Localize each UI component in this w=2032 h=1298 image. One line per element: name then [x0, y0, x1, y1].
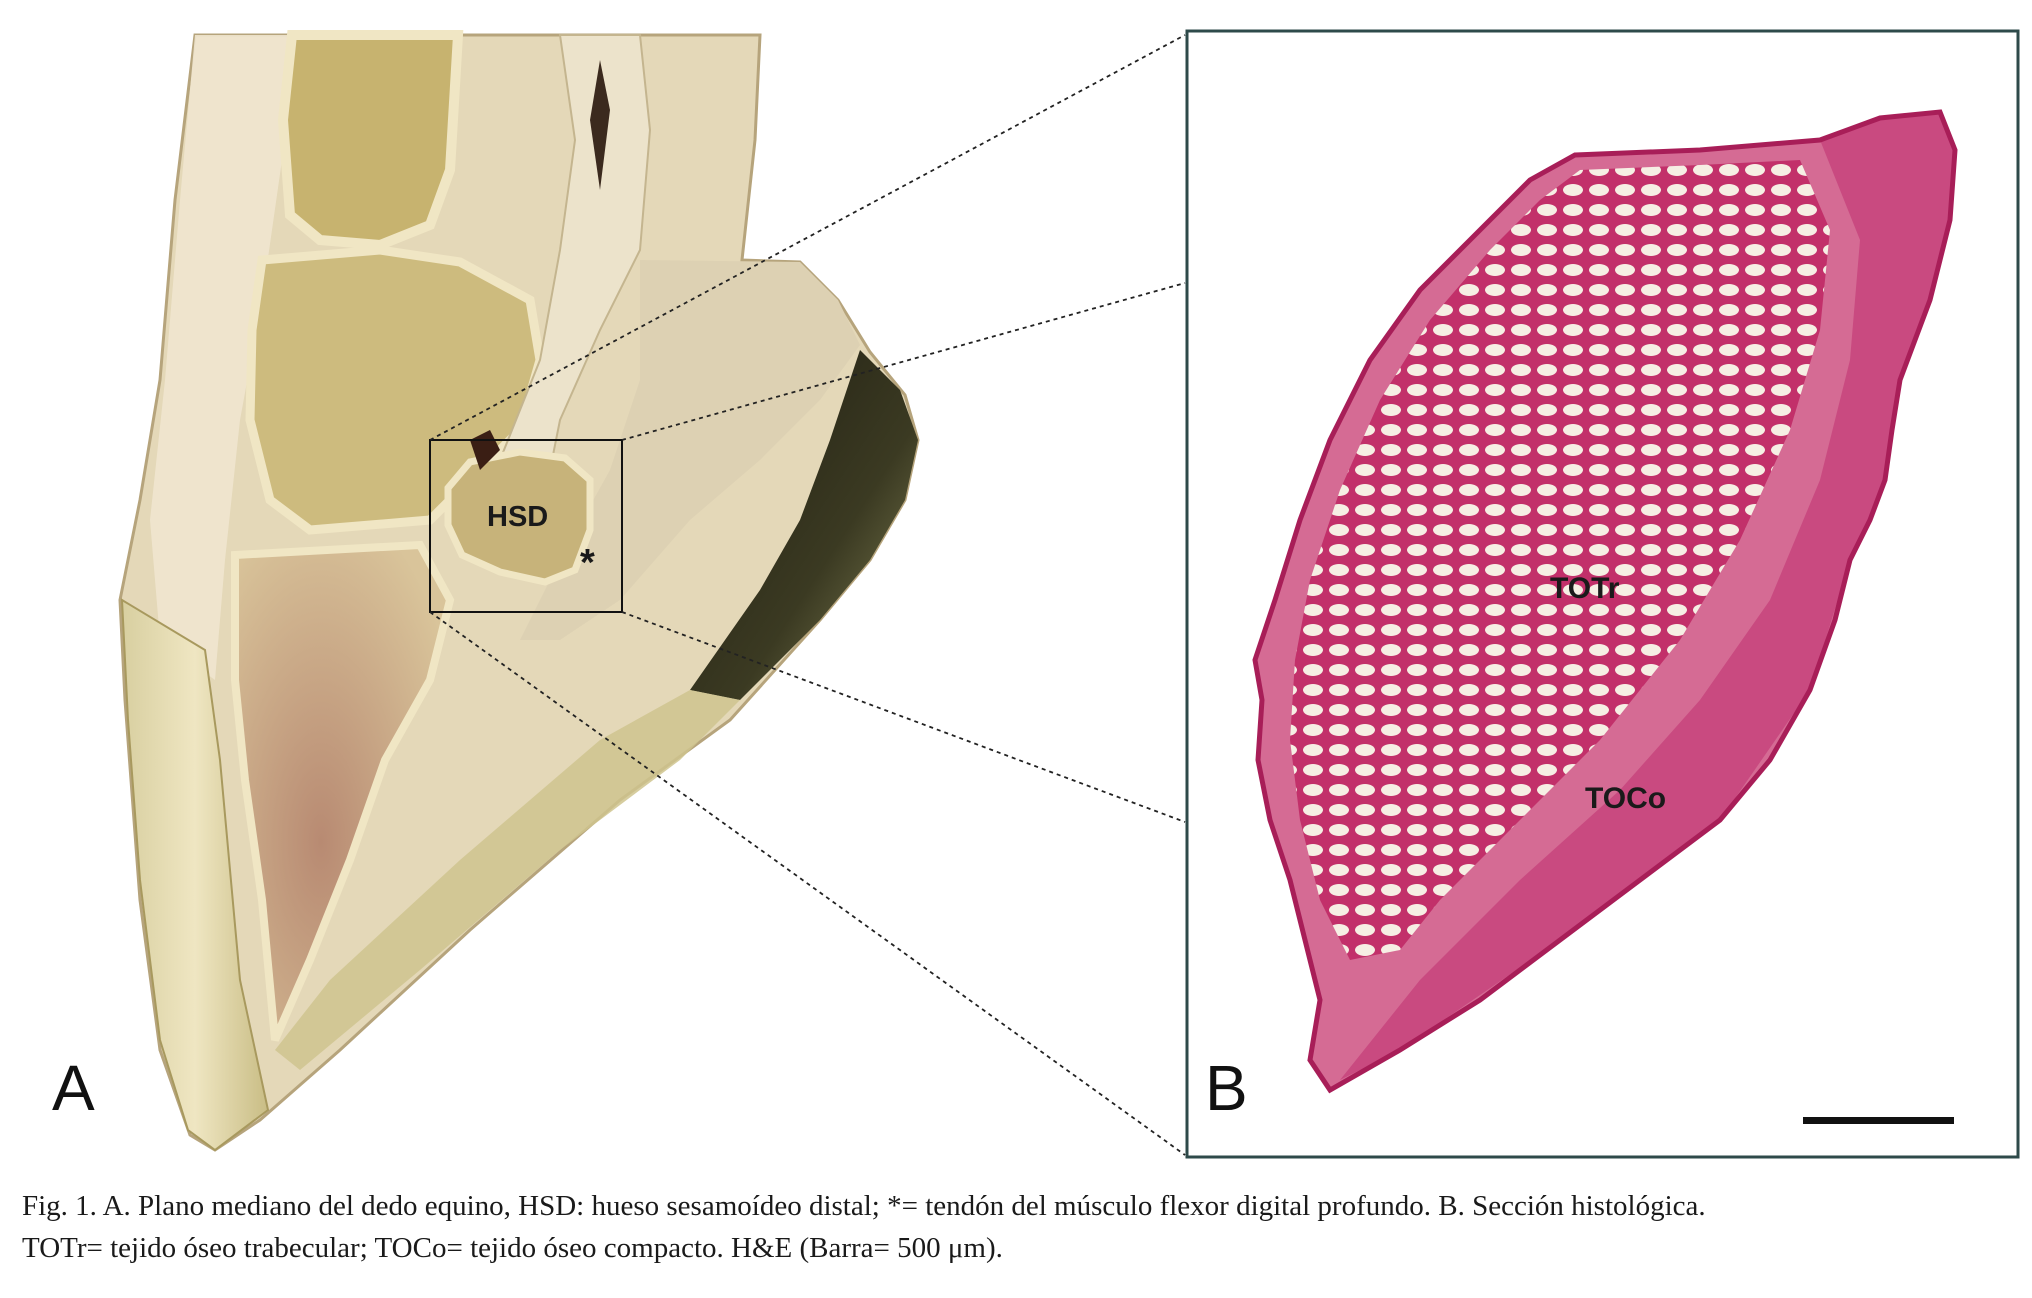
proximal-phalanx — [277, 30, 464, 251]
hoof-sole-dark — [690, 350, 918, 700]
panel-letter-b: B — [1205, 1052, 1248, 1124]
label-totr: TOTr — [1550, 572, 1620, 605]
caption-line-1: Fig. 1. A. Plano mediano del dedo equino… — [22, 1190, 1706, 1222]
tendon-shadow — [590, 60, 610, 190]
sole-layer — [275, 690, 740, 1070]
trabecular-bone-region — [1290, 160, 1830, 960]
section-edge — [1252, 109, 1958, 1094]
digital-cushion — [520, 260, 860, 640]
zoom-connector-lines — [429, 34, 1186, 1156]
skin-layer — [150, 35, 290, 680]
scale-bar — [1803, 1117, 1954, 1124]
panel-b-histology: TOTr TOCo B — [1185, 29, 2020, 1159]
panel-letter-a: A — [52, 1052, 95, 1124]
label-asterisk: * — [580, 542, 595, 584]
distal-phalanx — [231, 540, 455, 1042]
figure-1: HSD * A TOTr TOCo B — [52, 29, 2020, 1159]
figure-caption: Fig. 1. A. Plano mediano del dedo equino… — [22, 1185, 2017, 1269]
caption-line-2: TOTr= tejido óseo trabecular; TOCo= teji… — [22, 1232, 1003, 1264]
hoof-wall — [120, 598, 270, 1152]
zoom-region-box — [429, 439, 623, 613]
distal-sesamoid-bone — [444, 448, 594, 586]
label-toco: TOCo — [1585, 782, 1666, 815]
panel-a-specimen-photo: HSD * A — [52, 30, 920, 1152]
compact-bone-region — [1340, 112, 1955, 1080]
label-hsd: HSD — [487, 501, 548, 533]
